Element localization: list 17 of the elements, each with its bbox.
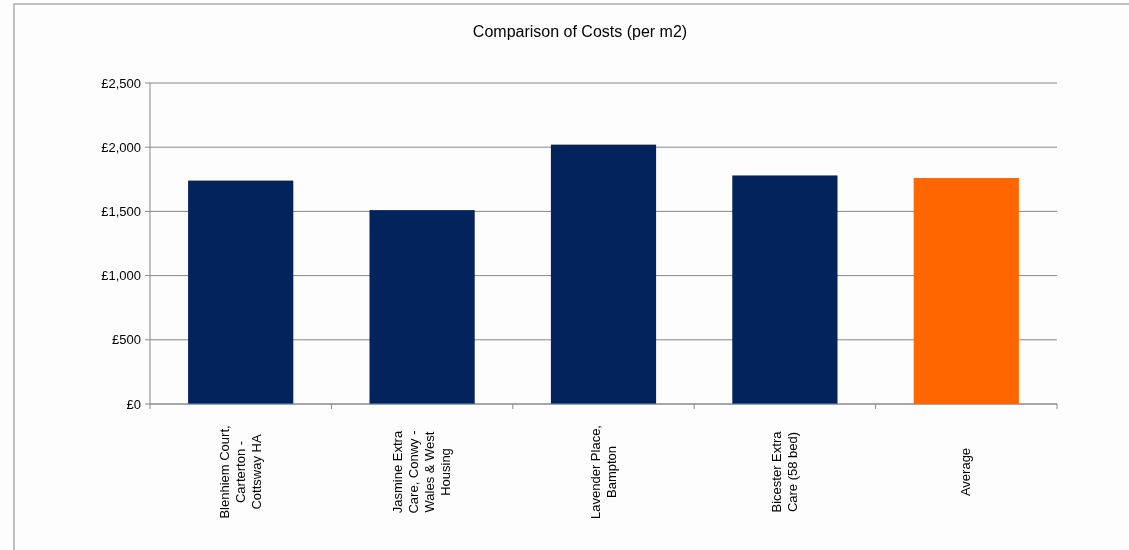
- y-tick-label: £2,500: [101, 75, 141, 91]
- y-tick-label: £500: [112, 332, 141, 348]
- bar: [913, 178, 1019, 404]
- x-tick-label: Bicester Extra Care (58 bed): [768, 430, 800, 513]
- bar: [550, 144, 657, 404]
- y-tick-label: £0: [126, 396, 141, 412]
- bar: [188, 180, 294, 404]
- bar: [732, 175, 838, 404]
- x-tick-label: Blenhiem Court, Carterton - Cottsway HA: [216, 425, 264, 519]
- x-tick-label: Jasmine Extra Care, Conwy - Wales & West Housing: [390, 430, 454, 514]
- x-tick-label: Lavender Place, Bampton: [587, 425, 619, 519]
- y-tick-label: £1,500: [101, 203, 141, 219]
- y-tick-label: £1,000: [101, 268, 141, 284]
- y-tick-label: £2,000: [101, 139, 141, 155]
- bar: [369, 210, 475, 404]
- x-tick-label: Average: [958, 447, 974, 497]
- chart-title: Comparison of Costs (per m2): [472, 23, 688, 40]
